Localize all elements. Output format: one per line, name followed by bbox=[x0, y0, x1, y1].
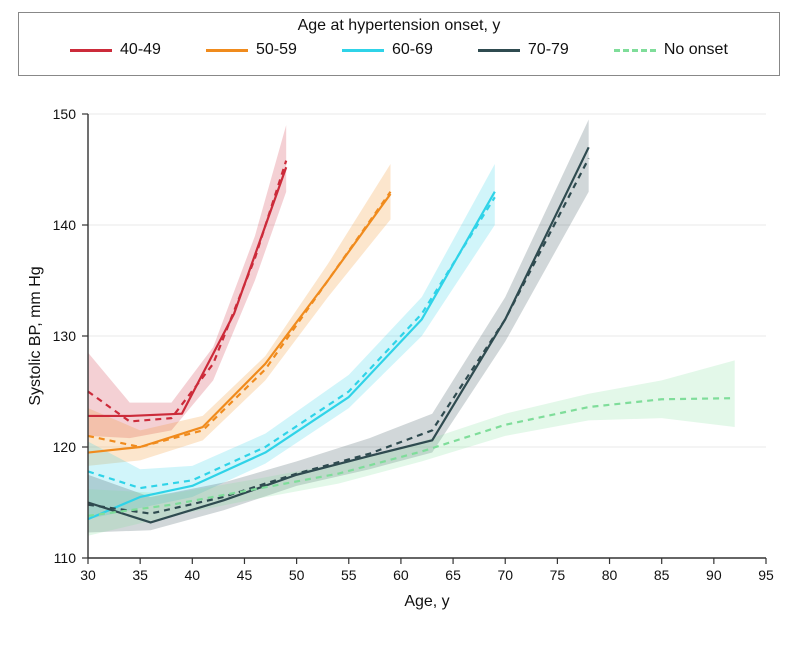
svg-text:130: 130 bbox=[53, 328, 77, 344]
svg-text:80: 80 bbox=[602, 567, 618, 583]
figure-container: Age at hypertension onset, y 40-49 50-59… bbox=[0, 0, 798, 651]
svg-text:50: 50 bbox=[289, 567, 305, 583]
legend-label: No onset bbox=[664, 41, 728, 59]
svg-text:85: 85 bbox=[654, 567, 670, 583]
chart: 30 35 40 45 50 55 60 65 70 75 80 85 90 95 110 120 130 140… bbox=[18, 96, 780, 636]
svg-text:60: 60 bbox=[393, 567, 409, 583]
svg-text:Systolic BP, mm Hg: Systolic BP, mm Hg bbox=[27, 266, 44, 405]
svg-text:75: 75 bbox=[550, 567, 566, 583]
svg-text:110: 110 bbox=[54, 550, 77, 566]
legend-swatch-icon bbox=[206, 49, 248, 52]
svg-text:30: 30 bbox=[80, 567, 96, 583]
legend: Age at hypertension onset, y 40-49 50-59… bbox=[18, 12, 780, 76]
svg-text:95: 95 bbox=[758, 567, 774, 583]
legend-item-6069: 60-69 bbox=[342, 41, 433, 59]
svg-text:55: 55 bbox=[341, 567, 357, 583]
legend-swatch-icon bbox=[342, 49, 384, 52]
svg-text:90: 90 bbox=[706, 567, 722, 583]
svg-text:45: 45 bbox=[237, 567, 253, 583]
svg-text:150: 150 bbox=[53, 106, 77, 122]
svg-text:40: 40 bbox=[185, 567, 201, 583]
svg-text:35: 35 bbox=[132, 567, 148, 583]
legend-title: Age at hypertension onset, y bbox=[19, 17, 779, 35]
legend-label: 60-69 bbox=[392, 41, 433, 59]
chart-svg: 30 35 40 45 50 55 60 65 70 75 80 85 90 95 110 120 130 140… bbox=[18, 96, 780, 636]
legend-item-noonset: No onset bbox=[614, 41, 728, 59]
legend-item-4049: 40-49 bbox=[70, 41, 161, 59]
legend-swatch-icon bbox=[614, 49, 656, 52]
svg-text:120: 120 bbox=[53, 439, 77, 455]
legend-label: 40-49 bbox=[120, 41, 161, 59]
legend-swatch-icon bbox=[478, 49, 520, 52]
svg-text:65: 65 bbox=[445, 567, 461, 583]
legend-item-7079: 70-79 bbox=[478, 41, 569, 59]
legend-label: 50-59 bbox=[256, 41, 297, 59]
legend-row: 40-49 50-59 60-69 70-79 No onset bbox=[19, 41, 779, 59]
svg-text:70: 70 bbox=[497, 567, 513, 583]
legend-item-5059: 50-59 bbox=[206, 41, 297, 59]
svg-text:140: 140 bbox=[53, 217, 77, 233]
legend-label: 70-79 bbox=[528, 41, 569, 59]
legend-swatch-icon bbox=[70, 49, 112, 52]
svg-text:Age, y: Age, y bbox=[404, 593, 449, 610]
